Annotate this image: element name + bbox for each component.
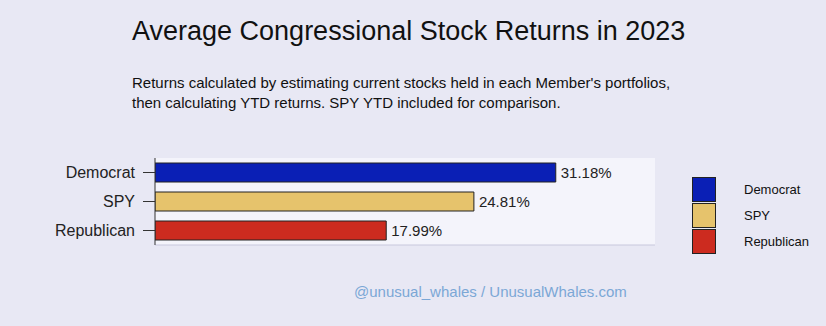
html-text:Democrat: Democrat [744,181,801,197]
svg-text:24.81%: 24.81% [479,193,530,210]
html-text:SPY: SPY [744,207,770,223]
svg-text:17.99%: 17.99% [391,222,442,239]
svg-text:31.18%: 31.18% [561,164,612,181]
svg-text:Democrat: Democrat [66,164,136,181]
html-text:@unusual_whales / UnusualWhale: @unusual_whales / UnusualWhales.com [354,283,627,300]
html-text:Average Congressional Stock Re: Average Congressional Stock Returns in 2… [132,16,686,46]
svg-text:Republican: Republican [55,222,135,239]
html-text:Republican: Republican [744,233,809,249]
html-text:Returns calculated by estimati: Returns calculated by estimating current… [132,74,671,111]
svg-text:SPY: SPY [103,193,135,210]
